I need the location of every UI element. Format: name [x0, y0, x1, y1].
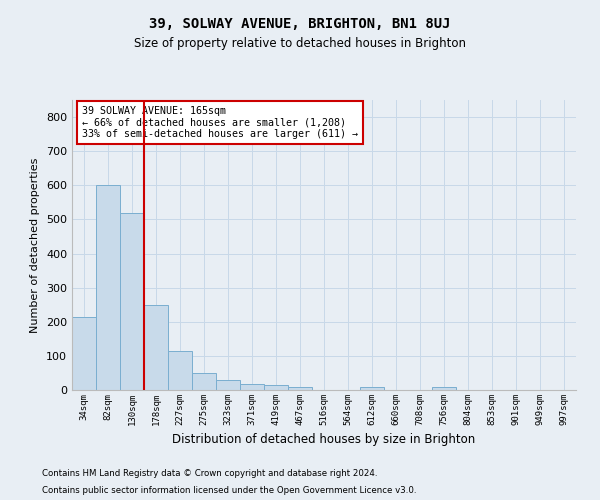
- Bar: [192, 373, 216, 390]
- Text: Contains HM Land Registry data © Crown copyright and database right 2024.: Contains HM Land Registry data © Crown c…: [42, 468, 377, 477]
- Text: 39, SOLWAY AVENUE, BRIGHTON, BN1 8UJ: 39, SOLWAY AVENUE, BRIGHTON, BN1 8UJ: [149, 18, 451, 32]
- X-axis label: Distribution of detached houses by size in Brighton: Distribution of detached houses by size …: [172, 434, 476, 446]
- Bar: [72, 316, 96, 390]
- Text: Size of property relative to detached houses in Brighton: Size of property relative to detached ho…: [134, 38, 466, 51]
- Bar: [264, 385, 288, 390]
- Bar: [168, 351, 192, 390]
- Y-axis label: Number of detached properties: Number of detached properties: [31, 158, 40, 332]
- Text: Contains public sector information licensed under the Open Government Licence v3: Contains public sector information licen…: [42, 486, 416, 495]
- Bar: [360, 388, 384, 390]
- Bar: [432, 388, 456, 390]
- Bar: [96, 186, 120, 390]
- Bar: [120, 212, 144, 390]
- Bar: [144, 304, 168, 390]
- Bar: [240, 384, 264, 390]
- Bar: [216, 380, 240, 390]
- Bar: [288, 386, 312, 390]
- Text: 39 SOLWAY AVENUE: 165sqm
← 66% of detached houses are smaller (1,208)
33% of sem: 39 SOLWAY AVENUE: 165sqm ← 66% of detach…: [82, 106, 358, 139]
